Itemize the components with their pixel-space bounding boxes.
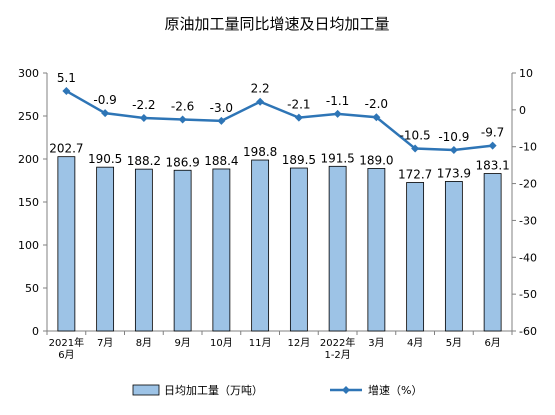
line-point-7: [333, 109, 342, 118]
bar-label-0: 202.7: [49, 142, 83, 156]
line-point-10: [449, 146, 458, 155]
right-tick-label-5: -10: [519, 141, 537, 154]
line-point-0: [62, 87, 71, 96]
x-tick-label-0-1: 6月: [58, 349, 74, 361]
right-tick-label-7: 10: [519, 67, 533, 80]
line-label-1: -0.9: [93, 93, 116, 107]
chart-title: 原油加工量同比增速及日均加工量: [164, 15, 389, 33]
bar-5: [251, 159, 270, 332]
left-tick-label-0: 0: [32, 325, 39, 338]
x-tick-label-7-0: 2022年: [320, 336, 355, 349]
line-label-0: 5.1: [57, 71, 76, 85]
line-point-2: [139, 113, 148, 122]
right-tick-label-6: 0: [519, 104, 526, 117]
line-label-6: -2.1: [287, 98, 310, 112]
x-tick-label-4-0: 10月: [210, 337, 233, 349]
bar-8: [367, 168, 386, 332]
line-label-9: -10.5: [400, 129, 431, 143]
legend: 日均加工量（万吨） 增速（%）: [132, 383, 422, 397]
line-point-6: [294, 113, 303, 122]
x-tick-label-9-0: 4月: [407, 337, 423, 349]
bar-label-3: 186.9: [165, 155, 199, 169]
bar-10: [444, 181, 463, 332]
line-label-8: -2.0: [365, 97, 388, 111]
left-tick-label-2: 100: [18, 239, 39, 252]
bar-4: [212, 168, 231, 332]
x-tick-label-11-0: 6月: [484, 337, 500, 349]
line-label-10: -10.9: [438, 130, 469, 144]
bar-label-7: 191.5: [320, 151, 354, 165]
right-tick-label-0: -60: [519, 325, 537, 338]
bars-group: [57, 156, 502, 332]
line-label-11: -9.7: [481, 126, 504, 140]
bar-0: [57, 156, 76, 332]
right-tick-label-1: -50: [519, 288, 537, 301]
legend-line-marker: [342, 386, 350, 394]
bar-label-2: 188.2: [127, 154, 161, 168]
x-tick-label-3-0: 9月: [174, 337, 190, 349]
left-tick-label-1: 50: [25, 282, 39, 295]
bar-label-5: 198.8: [243, 145, 277, 159]
line-group: [62, 87, 497, 155]
growth-line: [65, 89, 493, 152]
line-label-5: 2.2: [251, 82, 270, 96]
bar-9: [406, 182, 425, 332]
bar-6: [289, 167, 308, 332]
bar-label-6: 189.5: [282, 153, 316, 167]
x-tick-label-10-0: 5月: [446, 337, 462, 349]
bar-1: [96, 166, 115, 332]
bar-2: [134, 168, 153, 332]
x-tick-label-5-0: 11月: [249, 337, 272, 349]
axes: 0 50 100 150 200 250 300 -60 -50 -40 -30 -20 -10 0 10 2…: [18, 67, 537, 361]
bar-label-4: 188.4: [204, 154, 238, 168]
bar-11: [483, 173, 502, 332]
left-tick-label-6: 300: [18, 67, 39, 80]
right-tick-label-2: -40: [519, 251, 537, 264]
left-tick-label-3: 150: [18, 196, 39, 209]
line-label-3: -2.6: [171, 99, 194, 113]
x-tick-label-1-0: 7月: [97, 337, 113, 349]
line-point-1: [101, 109, 110, 118]
data-labels: 202.7 190.5 188.2 186.9 188.4 198.8 189.5 191.5…: [49, 71, 510, 181]
bar-label-8: 189.0: [359, 153, 393, 167]
bar-label-10: 173.9: [437, 166, 471, 180]
line-label-4: -3.0: [210, 101, 233, 115]
x-tick-label-6-0: 12月: [288, 337, 311, 349]
right-tick-label-3: -30: [519, 214, 537, 227]
bar-3: [173, 169, 192, 332]
x-tick-label-7-1: 1-2月: [324, 349, 350, 361]
line-point-11: [488, 141, 497, 150]
x-tick-label-2-0: 8月: [136, 337, 152, 349]
line-point-8: [372, 113, 381, 122]
x-tick-label-0-0: 2021年: [49, 336, 84, 349]
legend-line-label: 增速（%）: [368, 383, 422, 397]
x-tick-label-8-0: 3月: [368, 337, 384, 349]
left-tick-label-4: 200: [18, 153, 39, 166]
line-label-2: -2.2: [132, 98, 155, 112]
bar-7: [328, 165, 347, 332]
bar-label-11: 183.1: [475, 159, 509, 173]
left-tick-label-5: 250: [18, 110, 39, 123]
line-point-9: [411, 144, 420, 153]
bar-label-9: 172.7: [398, 167, 432, 181]
legend-bar-swatch: [132, 384, 160, 396]
line-point-4: [217, 116, 226, 125]
line-point-5: [256, 97, 265, 106]
line-point-3: [178, 115, 187, 124]
right-tick-label-4: -20: [519, 178, 537, 191]
line-label-7: -1.1: [326, 94, 349, 108]
bar-label-1: 190.5: [88, 152, 122, 166]
legend-bar-label: 日均加工量（万吨）: [164, 384, 263, 397]
